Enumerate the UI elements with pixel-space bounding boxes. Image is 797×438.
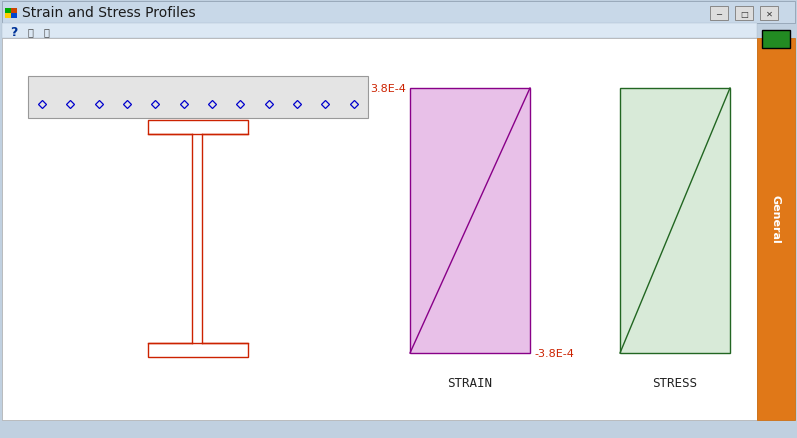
Text: -3.8E-4: -3.8E-4	[534, 348, 574, 358]
Polygon shape	[410, 89, 530, 353]
Bar	[5, 14, 11, 19]
Text: □: □	[740, 10, 748, 18]
Bar	[2, 24, 757, 39]
Bar	[735, 7, 753, 21]
Bar	[757, 39, 795, 420]
Bar	[710, 7, 728, 21]
Text: STRESS: STRESS	[653, 377, 697, 390]
Bar	[148, 121, 248, 135]
Bar	[28, 77, 368, 119]
Text: ─: ─	[717, 10, 721, 18]
Polygon shape	[620, 89, 730, 353]
Bar	[2, 39, 757, 420]
Text: General: General	[771, 194, 781, 243]
Bar	[5, 9, 17, 19]
Bar	[760, 7, 778, 21]
Text: ⬜: ⬜	[28, 27, 34, 37]
Text: STRAIN: STRAIN	[447, 377, 493, 390]
Bar	[11, 14, 17, 19]
Text: Strain and Stress Profiles: Strain and Stress Profiles	[22, 6, 195, 20]
Text: 🖨: 🖨	[44, 27, 50, 37]
Text: ?: ?	[10, 25, 18, 39]
Bar	[2, 2, 795, 24]
Text: ✕: ✕	[765, 10, 772, 18]
Text: 3.8E-4: 3.8E-4	[370, 84, 406, 94]
Bar	[148, 343, 248, 357]
Bar	[762, 31, 790, 49]
Bar	[5, 9, 11, 14]
